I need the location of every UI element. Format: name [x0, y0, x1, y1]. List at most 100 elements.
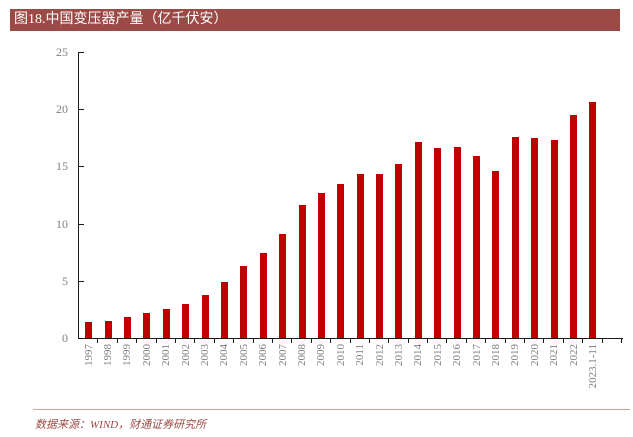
y-axis-tick [79, 280, 84, 282]
x-axis-tick-label: 2011 [354, 344, 367, 366]
x-axis-tick [582, 339, 584, 343]
bar [453, 146, 461, 338]
bar [182, 303, 190, 338]
bar [550, 140, 558, 338]
x-axis-tick [116, 339, 118, 343]
bar [143, 312, 151, 338]
y-axis-tick [79, 223, 84, 225]
x-axis-tick [291, 339, 293, 343]
x-axis-tick [155, 339, 157, 343]
bar [85, 321, 93, 338]
bar [123, 317, 131, 338]
x-axis-tick-label: 2023.1-11 [586, 344, 599, 389]
x-axis-tick-label: 1998 [102, 344, 115, 366]
x-axis-tick-label: 2006 [257, 344, 270, 366]
bar [395, 164, 403, 338]
x-axis-tick [504, 339, 506, 343]
y-axis-tick-label: 10 [56, 216, 68, 231]
bar [531, 137, 539, 338]
x-axis-tick-label: 2016 [451, 344, 464, 366]
x-axis-tick [97, 339, 99, 343]
x-axis-tick-label: 1999 [121, 344, 134, 366]
x-axis-tick [601, 339, 603, 343]
x-axis-tick-label: 2017 [470, 344, 483, 366]
x-axis-tick [368, 339, 370, 343]
y-axis-tick-label: 25 [56, 45, 68, 59]
bar [279, 233, 287, 338]
source-note: 数据来源：WIND，财通证券研究所 [35, 419, 207, 431]
x-axis-tick [233, 339, 235, 343]
x-axis-tick [174, 339, 176, 343]
x-axis-tick [310, 339, 312, 343]
bar [492, 170, 500, 338]
x-axis-tick [427, 339, 429, 343]
bar [337, 183, 345, 338]
bar [473, 156, 481, 338]
x-axis-tick-label: 2000 [140, 344, 153, 366]
y-axis-tick [79, 109, 84, 111]
x-axis-tick-label: 2012 [373, 344, 386, 366]
x-axis-tick-label: 2015 [431, 344, 444, 366]
bar [434, 148, 442, 338]
x-axis-tick-label: 2003 [199, 344, 212, 366]
x-axis-tick-label: 2020 [528, 344, 541, 366]
bar [589, 102, 597, 338]
figure-title-bar: 图18.中国变压器产量（亿千伏安） [10, 9, 620, 31]
x-axis-tick [562, 339, 564, 343]
y-axis-line [78, 52, 79, 339]
x-axis-line [78, 338, 623, 339]
y-axis-tick-label: 0 [62, 331, 68, 345]
x-axis-tick-label: 2010 [334, 344, 347, 366]
bar [356, 174, 364, 338]
y-axis-tick-label: 20 [56, 102, 68, 117]
bar [511, 136, 519, 338]
x-axis-tick [330, 339, 332, 343]
bar [201, 294, 209, 338]
x-axis-tick [543, 339, 545, 343]
x-axis-tick-label: 2009 [315, 344, 328, 366]
bar [298, 205, 306, 338]
x-axis-tick-label: 2019 [509, 344, 522, 366]
bar [376, 174, 384, 338]
x-axis-tick-label: 2022 [567, 344, 580, 366]
x-axis-tick-label: 2007 [276, 344, 289, 366]
x-axis-tick [136, 339, 138, 343]
bar [414, 142, 422, 338]
figure-title: 图18.中国变压器产量（亿千伏安） [14, 12, 228, 27]
y-axis-tick-label: 5 [62, 273, 68, 288]
footer-divider [33, 409, 630, 410]
x-axis-tick [271, 339, 273, 343]
x-axis-tick [446, 339, 448, 343]
x-axis-tick [485, 339, 487, 343]
x-axis-tick [252, 339, 254, 343]
y-axis-tick-label: 15 [56, 159, 68, 174]
y-axis-tick [79, 166, 84, 168]
bar [570, 114, 578, 338]
bar [104, 320, 112, 338]
bar [317, 192, 325, 338]
x-axis-tick [388, 339, 390, 343]
bar [220, 281, 228, 338]
x-axis-tick-label: 2013 [392, 344, 405, 366]
y-axis-tick [79, 52, 84, 53]
x-axis-tick [524, 339, 526, 343]
x-axis-tick-label: 2021 [548, 344, 561, 366]
x-axis-tick [465, 339, 467, 343]
x-axis-tick-label: 2004 [218, 344, 231, 366]
x-axis-tick [349, 339, 351, 343]
x-axis-tick-label: 1997 [82, 344, 95, 366]
x-axis-tick-label: 2005 [237, 344, 250, 366]
bar [162, 309, 170, 338]
x-axis-tick [621, 339, 622, 343]
x-axis-tick [407, 339, 409, 343]
bar [259, 253, 267, 338]
x-axis-tick-label: 2001 [160, 344, 173, 366]
x-axis-tick-label: 2014 [412, 344, 425, 366]
x-axis-tick-label: 2002 [179, 344, 192, 366]
bar [240, 265, 248, 338]
x-axis-tick-label: 2008 [296, 344, 309, 366]
x-axis-tick [213, 339, 215, 343]
x-axis-tick [194, 339, 196, 343]
